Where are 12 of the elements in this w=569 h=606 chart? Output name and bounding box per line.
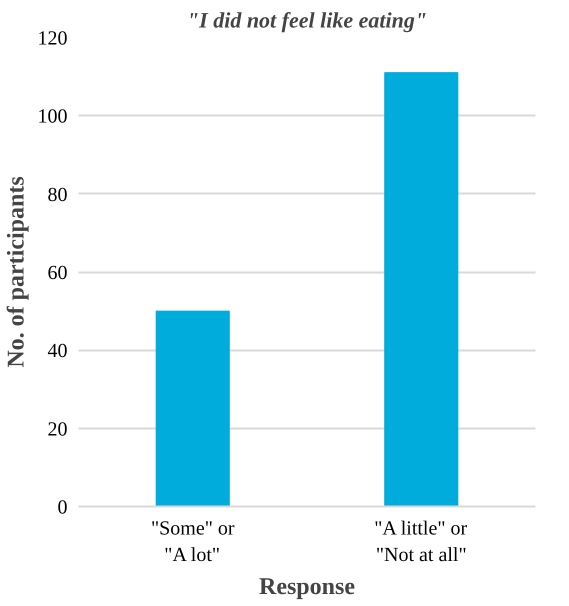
y-tick-label: 20 — [48, 418, 68, 440]
y-tick-label: 100 — [38, 106, 68, 128]
y-tick-label: 0 — [58, 496, 68, 518]
chart-title: "I did not feel like eating" — [186, 8, 428, 32]
x-tick-label: "A little" or "Not at all" — [374, 518, 468, 566]
x-tick-label: "Some" or "A lot" — [150, 518, 235, 566]
y-axis-title: No. of participants — [4, 176, 30, 368]
y-tick-label: 40 — [48, 340, 68, 362]
y-tick-label: 80 — [48, 184, 68, 206]
x-axis-title: Response — [258, 574, 356, 600]
y-tick-label: 60 — [48, 262, 68, 284]
y-tick-label: 120 — [38, 28, 68, 50]
